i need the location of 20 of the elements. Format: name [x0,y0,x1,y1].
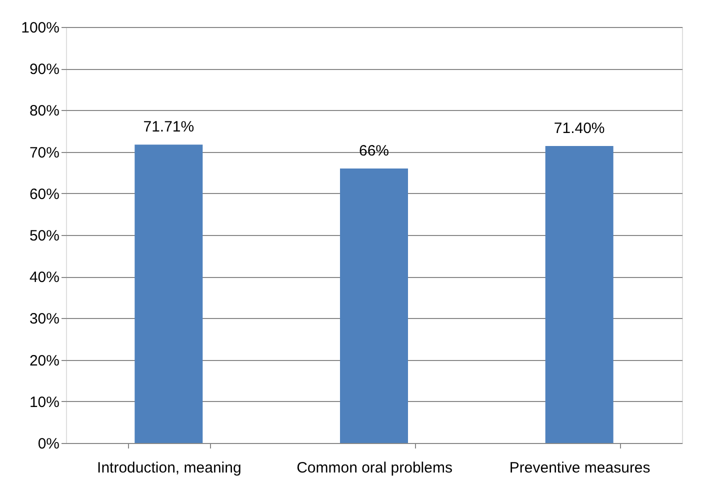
bar [134,144,203,443]
y-tick-label: 40% [29,269,60,286]
y-tick-label: 80% [29,102,60,120]
y-tick-label: 60% [29,186,60,203]
y-tick-label: 90% [29,61,60,78]
y-tick-label: 20% [29,352,60,370]
bar [340,168,408,443]
y-tick-label: 30% [29,310,60,328]
data-label: 71.71% [143,118,194,136]
y-tick-label: 100% [21,20,60,36]
y-tick-label: 50% [29,228,60,244]
bar [545,146,614,443]
y-tick-label: 70% [29,144,60,162]
y-tick-label: 0% [38,436,60,452]
data-label: 66% [358,142,390,160]
x-tick-label: Introduction, meaning [97,460,242,476]
data-label: 71.40% [554,120,605,137]
y-tick-label: 10% [29,394,60,411]
x-tick-label: Preventive measures [509,460,650,476]
x-tick-label: Common oral problems [296,460,452,476]
